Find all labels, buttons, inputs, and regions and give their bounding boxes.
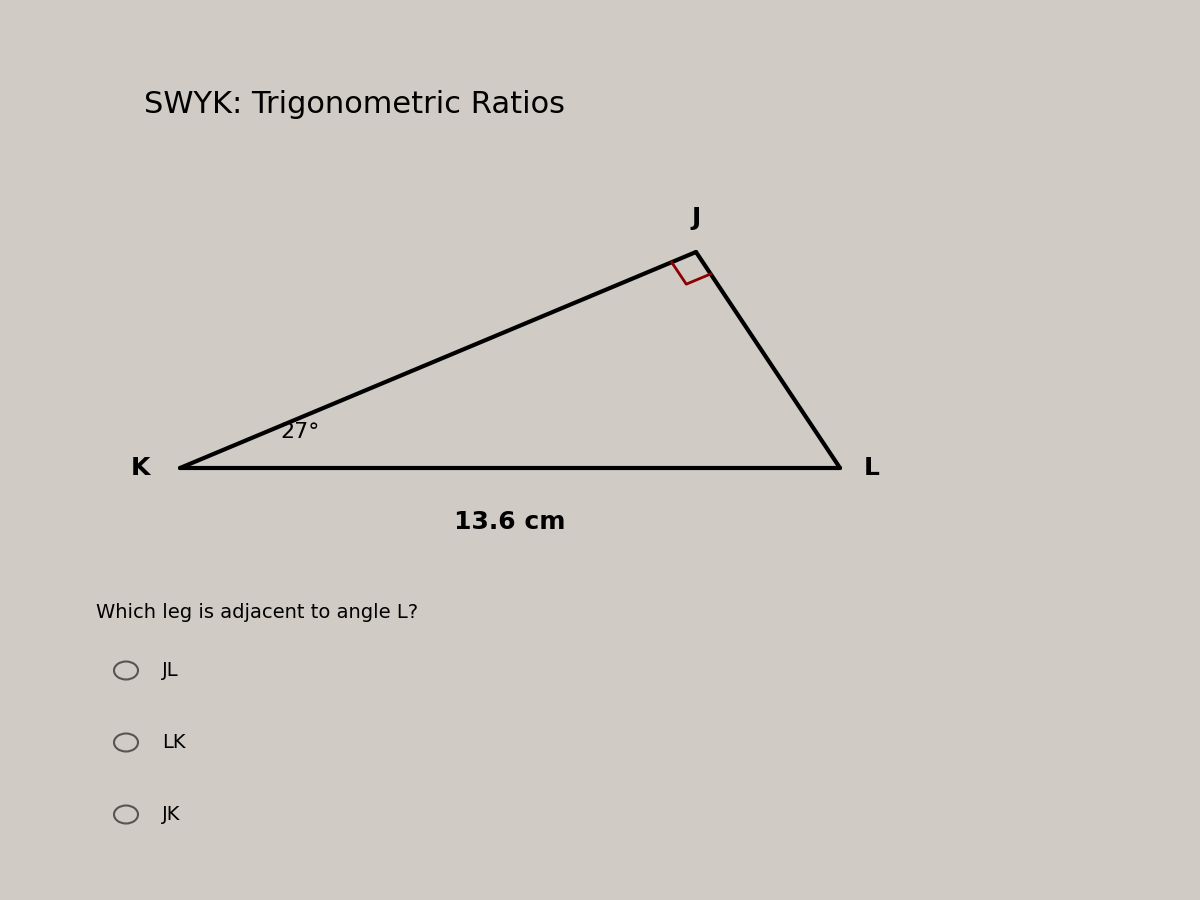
Text: JL: JL	[162, 661, 179, 680]
Text: 13.6 cm: 13.6 cm	[455, 510, 565, 534]
Text: Which leg is adjacent to angle L?: Which leg is adjacent to angle L?	[96, 603, 418, 622]
Text: SWYK: Trigonometric Ratios: SWYK: Trigonometric Ratios	[144, 90, 565, 119]
Text: LK: LK	[162, 733, 186, 752]
Text: K: K	[131, 456, 150, 480]
Text: JK: JK	[162, 805, 180, 824]
Text: J: J	[691, 205, 701, 230]
Text: L: L	[864, 456, 880, 480]
Text: 27°: 27°	[281, 422, 319, 442]
